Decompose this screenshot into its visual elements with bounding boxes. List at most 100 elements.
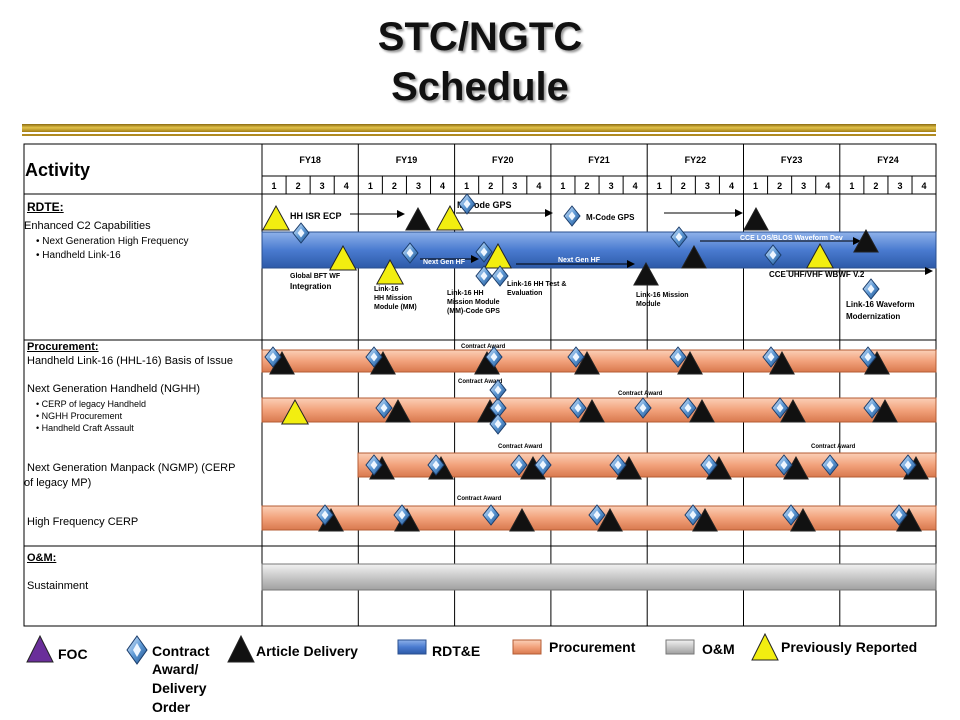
contract-award-marker-highlight [780,460,788,470]
contract-award-marker-highlight [370,352,378,362]
ngmp-label-2: of legacy MP) [24,477,92,489]
label-global-bft-2: Integration [290,282,331,291]
quarter-label: 3 [801,181,806,191]
contract-award-marker-highlight [398,510,406,520]
article-delivery-marker [872,398,898,423]
previously-reported-marker [435,204,465,231]
contract-award-marker-highlight [674,352,682,362]
contract-award-marker-highlight [269,352,277,362]
contract-award-label: Contract Award [461,344,506,350]
label-link16-wf-1: Link-16 Waveform [846,300,915,309]
nghh-sub-2: • NGHH Procurement [36,411,123,421]
rdte-line-2: • Next Generation High Frequency [36,236,189,247]
legend-contract-3: Delivery [152,680,207,696]
label-m-code-gps-mid: M-Code GPS [586,213,635,222]
hf-cerp-label: High Frequency CERP [27,516,139,528]
rdte-line-3: • Handheld Link-16 [36,250,121,261]
contract-award-marker-highlight [490,352,498,362]
rdte-arrows [350,209,933,275]
legend-om: O&M [702,641,735,657]
article-delivery-marker [790,507,816,532]
gold-divider-shadow [22,134,936,136]
milestone-markers [261,193,929,532]
quarter-label: 3 [416,181,421,191]
contract-award-marker-highlight [868,403,876,413]
contract-award-marker-highlight [494,403,502,413]
hhl16-label: Handheld Link-16 (HHL-16) Basis of Issue [27,355,234,367]
legend-contract-2: Award/ [152,661,199,677]
label-cce-los: CCE LOS/BLOS Waveform Dev [740,235,843,242]
quarter-dividers [285,176,913,194]
legend-rdte-swatch [397,639,427,655]
legend-prev: Previously Reported [781,639,917,655]
previously-reported-marker [805,242,835,269]
contract-award-marker-highlight [614,460,622,470]
contract-award-marker-highlight [684,403,692,413]
label-link16-hh-mm-1: Link-16 HH [447,290,484,297]
article-delivery-marker [597,507,623,532]
label-link16-test-2: Evaluation [507,290,542,297]
contract-award-marker-highlight [904,460,912,470]
contract-award-marker-highlight [639,403,647,413]
label-link16-mission-1: Link-16 Mission [636,292,689,299]
quarter-label: 1 [753,181,758,191]
rdte-line-1: Enhanced C2 Capabilities [24,220,151,232]
quarter-label: 4 [729,181,734,191]
legend-foc: FOC [58,646,88,662]
contract-award-marker-highlight [406,248,414,258]
contract-award-marker-highlight [539,460,547,470]
legend-contract-award-icon-highlight [133,643,141,657]
legend-rdte: RDT&E [432,643,480,659]
quarter-label: 1 [464,181,469,191]
label-m-code-gps-top: M-Code GPS [457,200,512,210]
contract-award-marker-highlight [895,510,903,520]
contract-award-marker-highlight [864,352,872,362]
contract-award-marker-highlight [787,510,795,520]
label-link16-mm-2: HH Mission [374,295,412,302]
legend-procurement: Procurement [549,639,636,655]
article-delivery-marker [689,398,715,423]
nghh-sub-3: • Handheld Craft Assault [36,423,134,433]
contract-award-marker-highlight [480,271,488,281]
label-next-gen-hf-1: Next Gen HF [423,259,466,266]
fiscal-year-label: FY23 [781,155,803,165]
page-title-line1: STC/NGTC [377,15,583,59]
contract-award-marker-highlight [826,460,834,470]
legend-symbols [26,632,779,665]
fiscal-year-label: FY22 [685,155,707,165]
contract-award-marker-highlight [574,403,582,413]
quarter-label: 4 [825,181,830,191]
contract-award-marker-highlight [496,271,504,281]
fiscal-year-label: FY24 [877,155,899,165]
contract-award-marker-highlight [487,510,495,520]
quarter-label: 2 [585,181,590,191]
contract-award-labels: Contract Award Contract Award Contract A… [457,344,856,502]
quarter-label: 2 [777,181,782,191]
ngmp-bar [357,452,937,478]
quarter-label: 1 [272,181,277,191]
legend-contract-4: Order [152,699,191,715]
contract-award-marker-highlight [515,460,523,470]
contract-award-marker-highlight [867,284,875,294]
contract-award-marker-highlight [769,250,777,260]
article-delivery-marker [677,350,703,375]
quarter-label: 3 [320,181,325,191]
contract-award-marker-highlight [689,510,697,520]
contract-award-marker-highlight [776,403,784,413]
nghh-label: Next Generation Handheld (NGHH) [27,383,201,395]
contract-award-marker-highlight [480,247,488,257]
contract-award-marker-highlight [370,460,378,470]
quarter-label: 4 [922,181,927,191]
label-cce-uhf: CCE UHF/VHF WBWF V.2 [769,270,865,279]
legend-bars [397,639,695,655]
article-delivery-marker [692,507,718,532]
contract-award-marker-highlight [675,232,683,242]
label-link16-mm-3: Module (MM) [374,304,417,311]
article-delivery-marker [780,398,806,423]
contract-award-marker-highlight [568,211,576,221]
contract-award-marker-highlight [494,419,502,429]
label-link16-wf-2: Modernization [846,312,900,321]
quarter-label: 4 [633,181,638,191]
sustainment-label: Sustainment [27,580,89,592]
quarter-label: 4 [344,181,349,191]
